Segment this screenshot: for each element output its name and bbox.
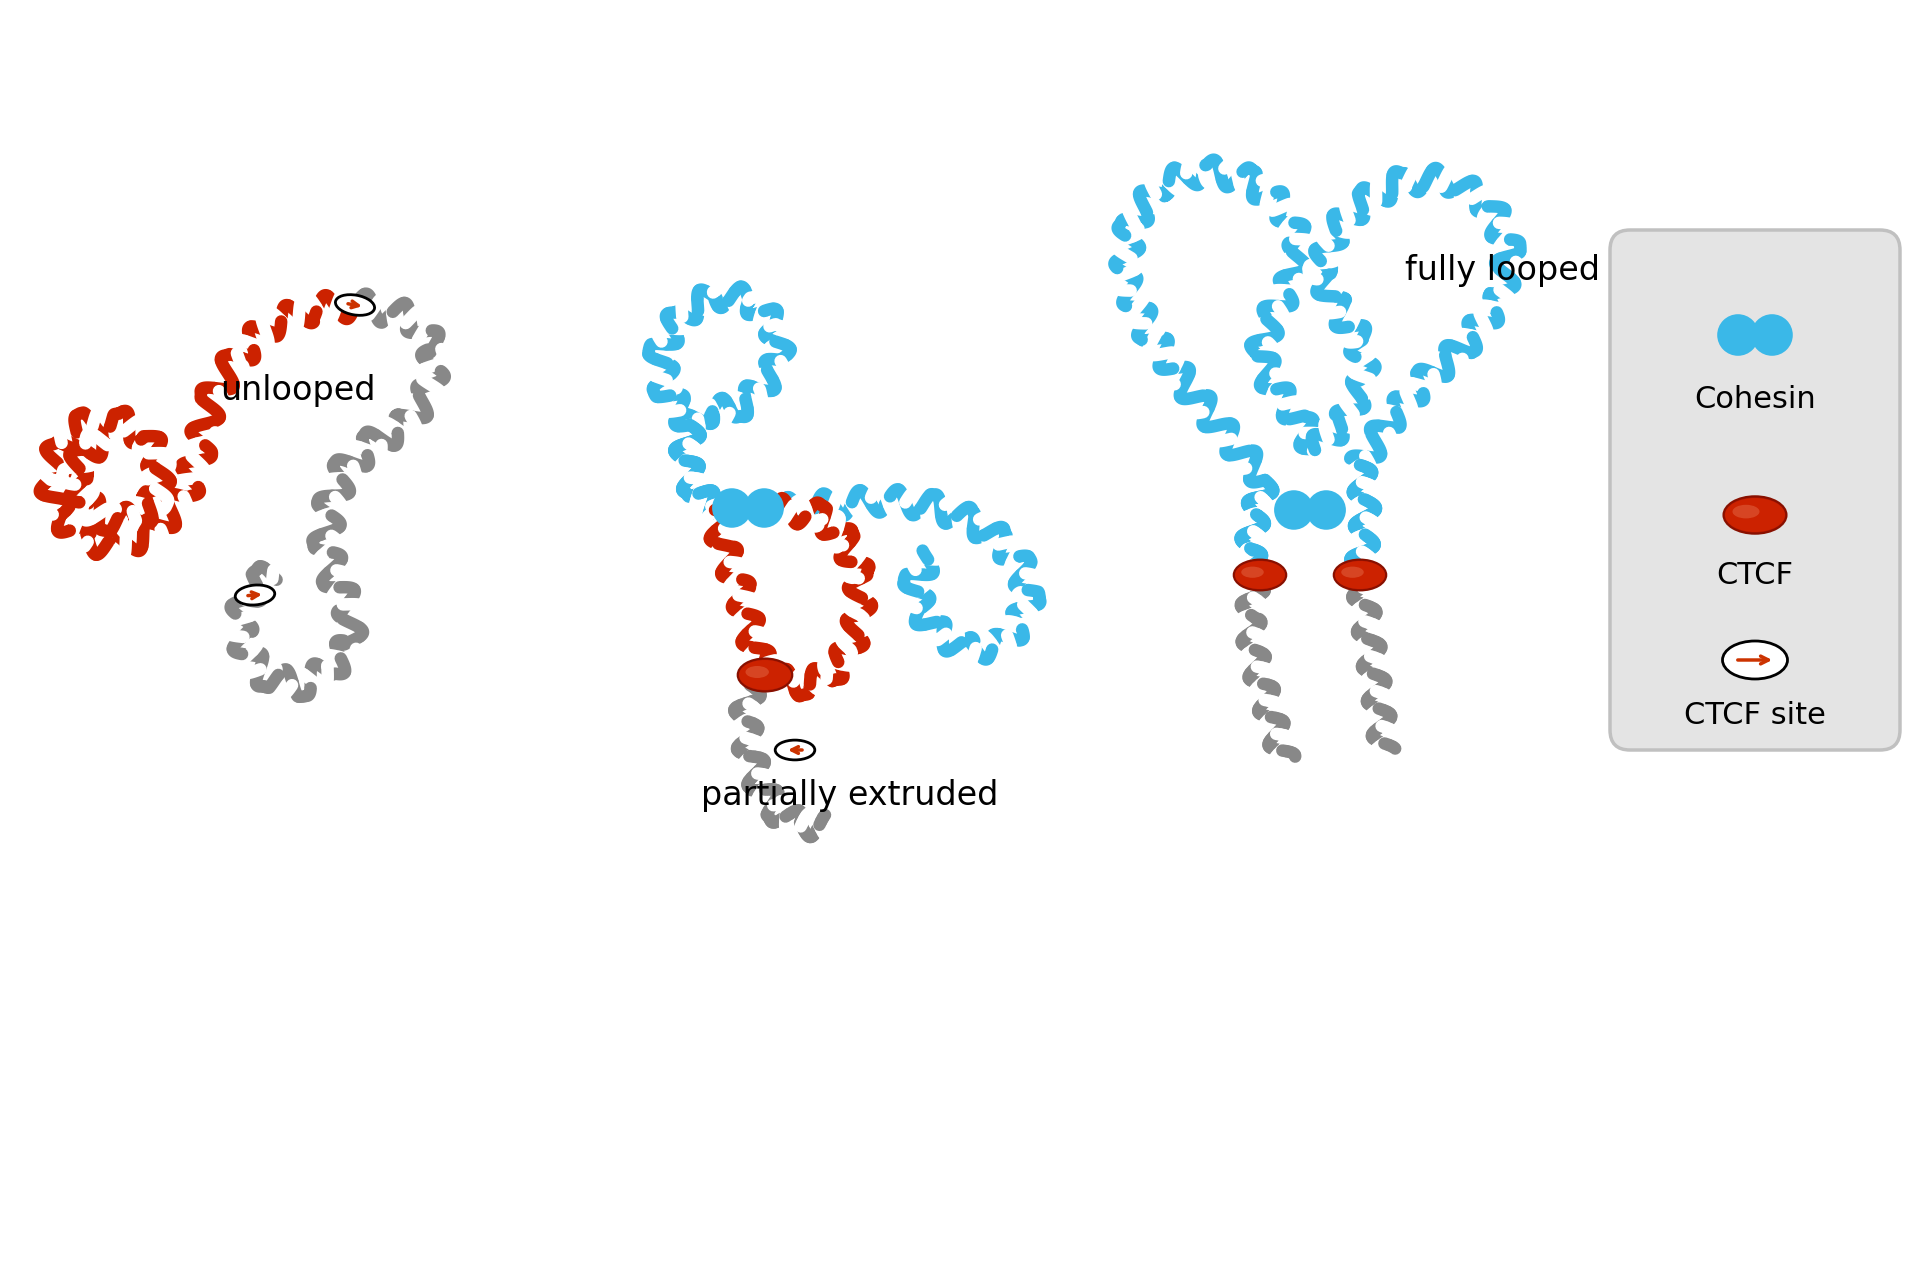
Text: Cohesin: Cohesin — [1693, 385, 1816, 415]
Ellipse shape — [336, 294, 374, 315]
Ellipse shape — [1724, 498, 1786, 532]
Ellipse shape — [1724, 497, 1786, 534]
Text: CTCF site: CTCF site — [1684, 700, 1826, 730]
Ellipse shape — [1342, 567, 1363, 577]
Text: fully looped: fully looped — [1405, 253, 1599, 287]
Circle shape — [1275, 490, 1313, 530]
Text: CTCF: CTCF — [1716, 561, 1793, 590]
Text: partially extruded: partially extruded — [701, 778, 998, 812]
Circle shape — [1716, 314, 1759, 356]
Ellipse shape — [1334, 561, 1384, 589]
Ellipse shape — [739, 660, 791, 690]
Circle shape — [1751, 314, 1793, 356]
Ellipse shape — [1722, 641, 1788, 678]
Ellipse shape — [737, 658, 793, 691]
Ellipse shape — [236, 585, 275, 605]
Ellipse shape — [1235, 561, 1284, 589]
Ellipse shape — [1334, 559, 1386, 590]
Ellipse shape — [1235, 559, 1286, 590]
Ellipse shape — [776, 740, 814, 760]
Circle shape — [1306, 490, 1346, 530]
FancyBboxPatch shape — [1611, 230, 1901, 750]
Text: unlooped: unlooped — [221, 374, 376, 407]
Ellipse shape — [745, 666, 768, 678]
Circle shape — [712, 488, 751, 527]
Circle shape — [745, 488, 783, 527]
Ellipse shape — [1732, 504, 1759, 518]
Ellipse shape — [1240, 567, 1263, 577]
